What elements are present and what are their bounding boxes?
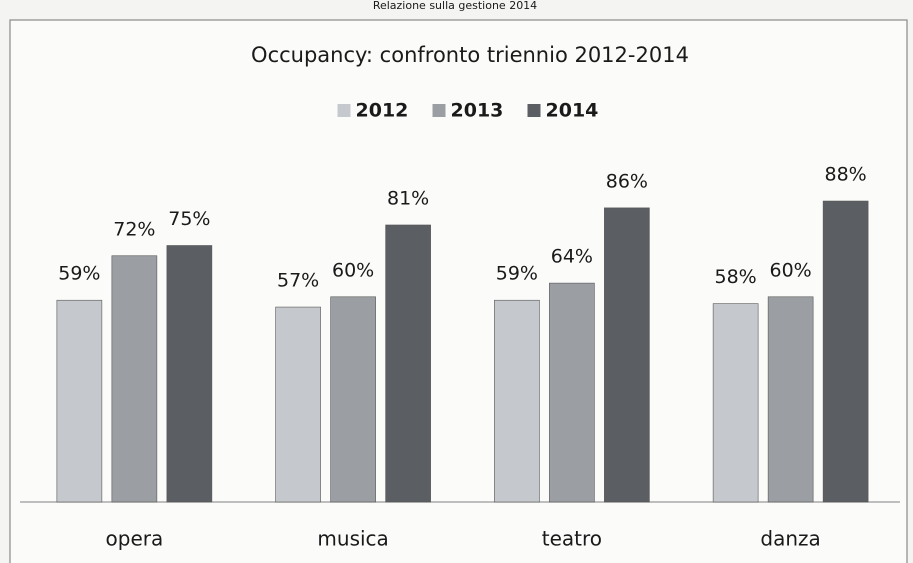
legend-label: 2013 (451, 100, 504, 122)
value-label: 59% (58, 263, 100, 285)
value-label: 75% (168, 208, 210, 230)
value-label: 72% (113, 218, 155, 240)
bar (822, 200, 869, 503)
bar (712, 303, 759, 503)
page-header: Relazione sulla gestione 2014 (373, 0, 537, 12)
x-tick-label: teatro (542, 527, 602, 551)
value-label: 81% (387, 187, 429, 209)
bar (275, 306, 321, 503)
bar (330, 296, 376, 503)
value-label: 86% (606, 170, 648, 192)
legend-swatch (527, 104, 541, 117)
value-label: 59% (496, 263, 538, 285)
bar (494, 299, 540, 503)
value-label: 57% (277, 270, 319, 292)
legend-swatch (432, 104, 446, 117)
x-tick-label: danza (760, 527, 820, 551)
legend-label: 2014 (546, 100, 599, 122)
x-tick-label: musica (317, 527, 388, 551)
chart-title: Occupancy: confronto triennio 2012-2014 (251, 43, 689, 67)
bar (767, 296, 814, 503)
value-label: 60% (770, 259, 812, 281)
bar (385, 224, 431, 503)
bar (56, 299, 103, 503)
value-label: 88% (825, 164, 867, 186)
bar (604, 207, 650, 503)
legend-label: 2012 (356, 100, 409, 122)
value-label: 58% (715, 266, 757, 288)
bar (166, 245, 213, 503)
x-tick-label: opera (106, 527, 164, 551)
value-label: 64% (551, 246, 593, 268)
bar (549, 282, 595, 503)
legend-swatch (337, 104, 351, 117)
bar (111, 255, 158, 503)
value-label: 60% (332, 259, 374, 281)
